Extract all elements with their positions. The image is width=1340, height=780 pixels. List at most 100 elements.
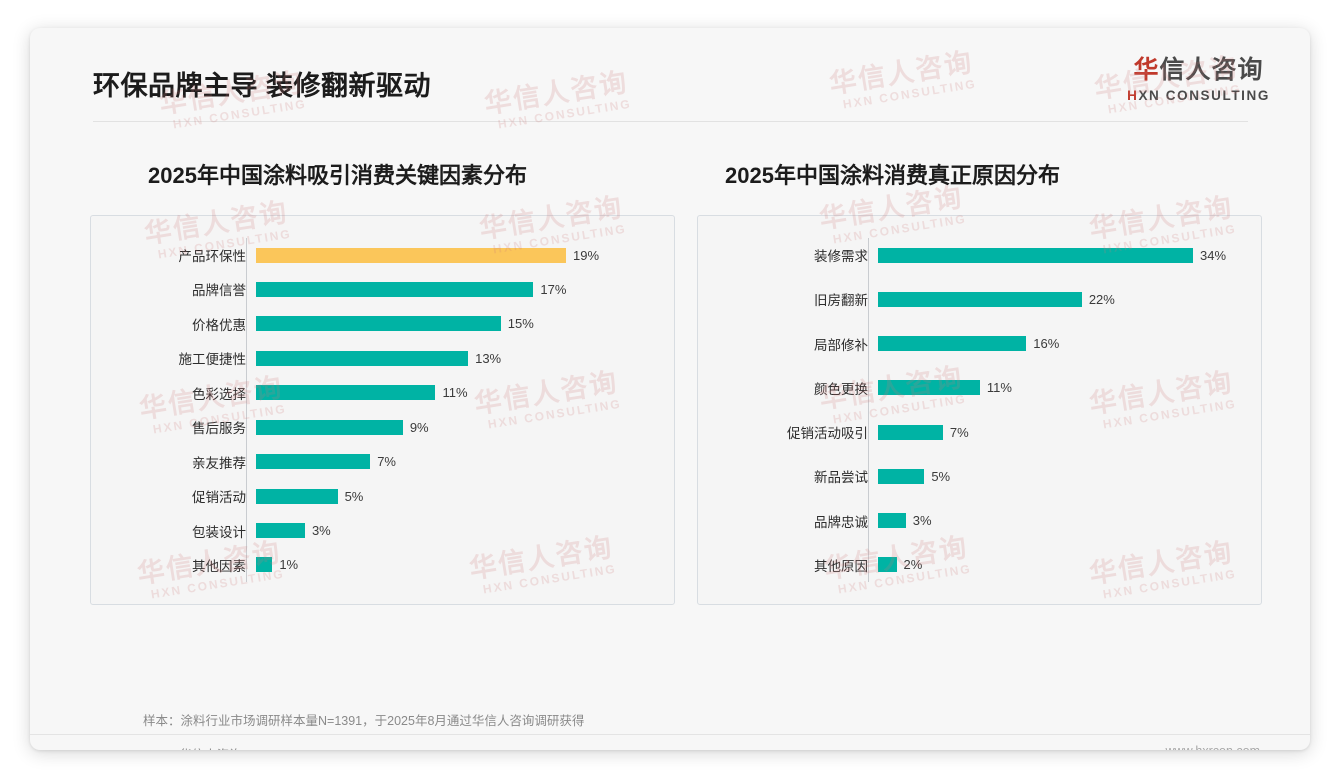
bar-track: 19% [256,242,674,268]
chart-block-left: 2025年中国涂料吸引消费关键因素分布 产品环保性 19% 品牌信誉 17% 价格优惠 1… [90,158,675,605]
bar [878,336,1027,352]
bar-row: 品牌忠诚 3% [698,508,1261,534]
chart-axis-left [246,238,247,582]
bar [256,557,273,573]
bar-value-label: 15% [507,316,534,332]
bar-category-label: 局部修补 [814,337,868,353]
bar [878,513,906,529]
chart-title-right: 2025年中国涂料消费真正原因分布 [725,163,1060,188]
bar-track: 1% [256,552,674,578]
bar-track: 3% [878,508,1261,534]
bar-track: 7% [256,449,674,475]
bar-row: 旧房翻新 22% [698,286,1261,312]
chart-block-right: 2025年中国涂料消费真正原因分布 装修需求 34% 旧房翻新 22% 局部修补 16% 颜… [697,158,1262,605]
bar [878,380,980,396]
bar-track: 7% [878,419,1261,445]
bar [256,247,566,263]
bar-row: 其他原因 2% [698,552,1261,578]
bar-category-label: 装修需求 [814,249,868,264]
bar-row: 促销活动 5% [91,483,674,509]
footer-divider [30,734,1310,735]
logo-english-rest: XN CONSULTING [1138,88,1270,103]
bar-category-label: 其他原因 [814,558,868,574]
bar-category-label: 品牌信誉 [192,283,246,299]
bar-category-label: 促销活动吸引 [787,426,868,442]
bar [256,385,436,401]
bar-category-label: 旧房翻新 [814,293,868,309]
bar-row: 装修需求 34% [698,242,1261,268]
bar-plot-right: 装修需求 34% 旧房翻新 22% 局部修补 16% 颜色更换 11% 促销活动吸引 7% 新品尝试… [698,216,1261,604]
page-title: 环保品牌主导 装修翻新驱动 [93,71,432,101]
bar [256,454,371,470]
bar-value-label: 22% [1088,291,1115,307]
bar-category-label: 售后服务 [192,421,246,437]
bar [878,291,1082,307]
chart-axis-right [868,238,869,582]
bar-row: 售后服务 9% [91,414,674,440]
bar [256,281,534,297]
bar-plot-left: 产品环保性 19% 品牌信誉 17% 价格优惠 15% 施工便捷性 13% 色彩选择 11% 售后服… [91,216,674,604]
bar-row: 其他因素 1% [91,552,674,578]
bar [878,557,897,573]
bar-value-label: 3% [912,513,932,529]
bar-value-label: 13% [475,350,502,366]
bar-category-label: 亲友推荐 [192,455,246,471]
company-logo: 华信人咨询 HXN CONSULTING [1127,58,1270,103]
bar-category-label: 品牌忠诚 [814,514,868,530]
bar-track: 11% [256,380,674,406]
chart-panel-right: 装修需求 34% 旧房翻新 22% 局部修补 16% 颜色更换 11% 促销活动吸引 7% 新品尝试… [697,215,1262,605]
bar-track: 17% [256,276,674,302]
bar-value-label: 19% [573,247,600,263]
bar-track: 34% [878,242,1261,268]
bar-value-label: 16% [1033,336,1060,352]
bar-value-label: 17% [540,281,567,297]
slide: 环保品牌主导 装修翻新驱动 华信人咨询 HXN CONSULTING 2025年… [30,28,1310,750]
logo-english: HXN CONSULTING [1127,89,1270,103]
bar [878,247,1193,263]
bar [256,316,501,332]
bar [256,523,305,538]
bar [256,350,469,366]
bar-row: 颜色更换 11% [698,375,1261,401]
logo-english-lead: H [1127,88,1139,103]
header-divider [93,121,1248,122]
bar-category-label: 颜色更换 [814,381,868,397]
bar-value-label: 3% [311,523,331,538]
chart-title-left: 2025年中国涂料吸引消费关键因素分布 [148,163,527,188]
bar [878,468,925,484]
bar-value-label: 7% [377,454,396,470]
bar-category-label: 施工便捷性 [178,352,247,368]
bar-row: 局部修补 16% [698,331,1261,357]
bar-track: 9% [256,414,674,440]
bar-track: 16% [878,331,1261,357]
bar-category-label: 其他因素 [192,558,246,574]
logo-chinese-lead: 华 [1133,56,1160,84]
bar-row: 品牌信誉 17% [91,276,674,302]
bar-value-label: 34% [1200,247,1227,263]
bar-row: 新品尝试 5% [698,463,1261,489]
bar-track: 15% [256,311,674,337]
bar-value-label: 7% [949,424,969,440]
bar-value-label: 5% [931,468,951,484]
bar-category-label: 包装设计 [192,524,246,540]
bar-track: 11% [878,375,1261,401]
bar-track: 5% [256,483,674,509]
bar-row: 施工便捷性 13% [91,345,674,371]
sample-footnote: 样本：涂料行业市场调研样本量N=1391，于2025年8月通过华信人咨询调研获得 [143,714,585,728]
slide-header: 环保品牌主导 装修翻新驱动 华信人咨询 HXN CONSULTING [30,28,1310,123]
bar-value-label: 2% [903,557,923,573]
bar-category-label: 色彩选择 [192,386,246,402]
bar-row: 包装设计 3% [91,518,674,544]
bar-value-label: 9% [409,419,429,435]
bar-value-label: 1% [279,557,299,573]
website-url: www.hxrcon.com [1166,744,1260,750]
logo-chinese-rest: 信人咨询 [1159,56,1264,84]
bar [878,424,943,440]
chart-panel-left: 产品环保性 19% 品牌信誉 17% 价格优惠 15% 施工便捷性 13% 色彩选择 11% 售后服… [90,215,675,605]
bar-track: 2% [878,552,1261,578]
bar-category-label: 新品尝试 [814,470,868,486]
bar-value-label: 5% [344,488,364,504]
bar-row: 亲友推荐 7% [91,449,674,475]
logo-chinese: 华信人咨询 [1127,58,1270,83]
bar-value-label: 11% [986,380,1012,396]
